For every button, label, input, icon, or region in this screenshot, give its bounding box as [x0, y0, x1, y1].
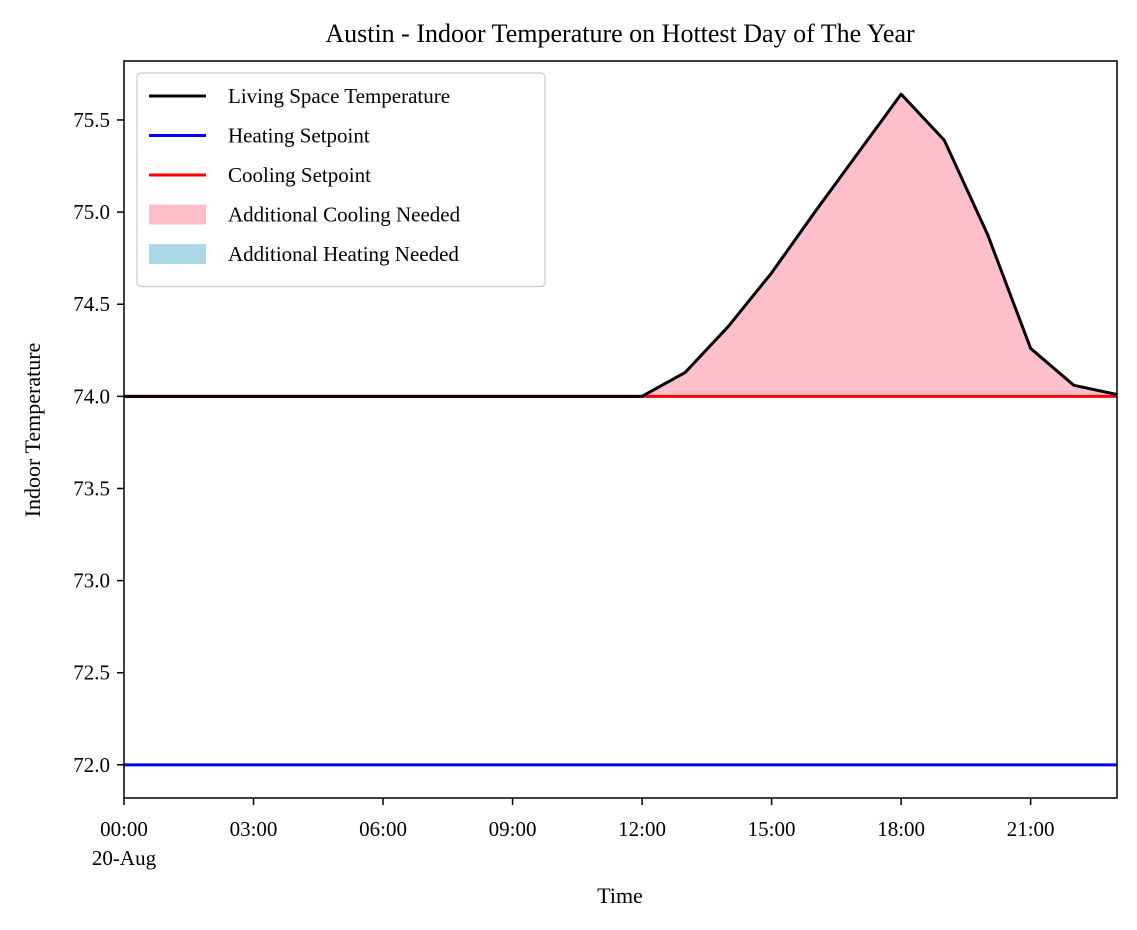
data-point-s0-5: [339, 395, 341, 397]
x-tick-label-4: 12:00: [618, 817, 666, 841]
data-point-s0-4: [296, 395, 298, 397]
x-axis-title: Time: [597, 883, 643, 908]
data-point-s1-7: [425, 764, 427, 766]
fill-areas: [124, 94, 1117, 397]
series-line-0: [124, 92, 1118, 398]
legend-swatch-3: [149, 204, 206, 225]
data-point-s1-16: [814, 764, 816, 766]
data-point-s2-18: [900, 395, 902, 397]
data-point-s1-13: [684, 764, 686, 766]
data-point-s0-17: [857, 152, 859, 154]
data-point-s0-15: [771, 272, 773, 274]
data-point-s2-19: [943, 395, 945, 397]
data-point-s0-6: [382, 395, 384, 397]
data-point-s0-18: [900, 93, 902, 95]
series-lines: [123, 92, 1118, 767]
data-point-s2-14: [727, 395, 730, 397]
data-point-s0-16: [814, 211, 816, 213]
y-tick-label-4: 74.0: [73, 384, 110, 408]
data-point-s2-22: [1073, 395, 1075, 397]
data-point-s1-14: [727, 764, 730, 766]
chart-title: Austin - Indoor Temperature on Hottest D…: [325, 19, 915, 48]
data-point-s2-17: [857, 395, 859, 397]
data-point-s0-9: [511, 395, 514, 397]
data-point-s1-20: [986, 764, 989, 766]
y-tick-label-6: 75.0: [73, 200, 110, 224]
data-point-s1-2: [209, 764, 211, 766]
x-tick-label-0: 00:00: [100, 817, 148, 841]
x-tick-label-1: 03:00: [230, 817, 278, 841]
data-point-s1-9: [511, 764, 514, 766]
data-point-s1-17: [857, 764, 859, 766]
data-point-s0-13: [684, 371, 686, 373]
y-axis-title: Indoor Temperature: [20, 343, 45, 518]
data-point-s2-15: [771, 395, 773, 397]
legend: Living Space Temperature Heating Setpoint…: [136, 72, 546, 288]
y-tick-label-0: 72.0: [73, 753, 110, 777]
data-point-s1-22: [1073, 764, 1075, 766]
data-point-s0-3: [252, 395, 255, 397]
x-tick-sublabel: 20-Aug: [92, 846, 157, 870]
data-point-s0-22: [1073, 384, 1075, 386]
data-point-s0-8: [468, 395, 470, 397]
y-tick-label-7: 75.5: [73, 108, 110, 132]
data-point-s1-8: [468, 764, 470, 766]
legend-label-4: Additional Heating Needed: [228, 242, 459, 266]
x-tick-label-7: 21:00: [1007, 817, 1055, 841]
data-point-s0-20: [986, 233, 989, 235]
data-point-s0-12: [641, 395, 643, 397]
data-point-s1-19: [943, 764, 945, 766]
data-point-s2-20: [986, 395, 989, 397]
legend-label-2: Cooling Setpoint: [228, 163, 371, 187]
y-tick-label-2: 73.0: [73, 569, 110, 593]
plot-frame: [123, 60, 1118, 799]
legend-box: [136, 72, 546, 288]
y-axis: 72.0 72.5 73.0 73.5 74.0 74.5 75.0 75.5: [73, 108, 124, 777]
legend-label-3: Additional Cooling Needed: [228, 203, 461, 227]
x-tick-label-5: 15:00: [748, 817, 796, 841]
y-tick-label-1: 72.5: [73, 661, 110, 685]
data-point-s1-15: [771, 764, 773, 766]
x-axis: 00:00 03:00 06:00 09:00 12:00 15:00 18:00 21:00…: [92, 798, 1055, 870]
data-point-s0-7: [425, 395, 427, 397]
data-point-s1-5: [339, 764, 341, 766]
y-tick-label-3: 73.5: [73, 476, 110, 500]
x-tick-label-6: 18:00: [877, 817, 925, 841]
fill-area-0: [124, 94, 1117, 397]
data-point-s1-12: [641, 764, 643, 766]
data-point-s0-1: [166, 395, 168, 397]
data-point-s2-13: [684, 395, 686, 397]
data-point-s0-14: [727, 325, 730, 327]
data-point-s0-21: [1030, 347, 1032, 350]
data-point-s1-6: [382, 764, 384, 766]
data-point-s1-11: [598, 764, 600, 766]
x-tick-label-3: 09:00: [489, 817, 537, 841]
data-point-s1-10: [555, 764, 557, 766]
data-point-s0-2: [209, 395, 211, 397]
legend-label-0: Living Space Temperature: [228, 84, 450, 108]
data-point-s1-3: [252, 764, 255, 766]
data-point-s0-10: [555, 395, 557, 397]
data-point-s1-4: [296, 764, 298, 766]
data-point-s2-21: [1030, 395, 1032, 397]
data-point-s2-16: [814, 395, 816, 397]
legend-label-1: Heating Setpoint: [228, 124, 370, 148]
data-point-s1-21: [1030, 764, 1032, 766]
y-tick-label-5: 74.5: [73, 292, 110, 316]
data-point-s1-18: [900, 764, 902, 766]
legend-swatch-4: [149, 244, 206, 264]
data-point-s1-1: [166, 764, 168, 766]
x-tick-label-2: 06:00: [359, 817, 407, 841]
data-point-s0-19: [943, 139, 945, 141]
data-point-s0-11: [598, 395, 600, 397]
